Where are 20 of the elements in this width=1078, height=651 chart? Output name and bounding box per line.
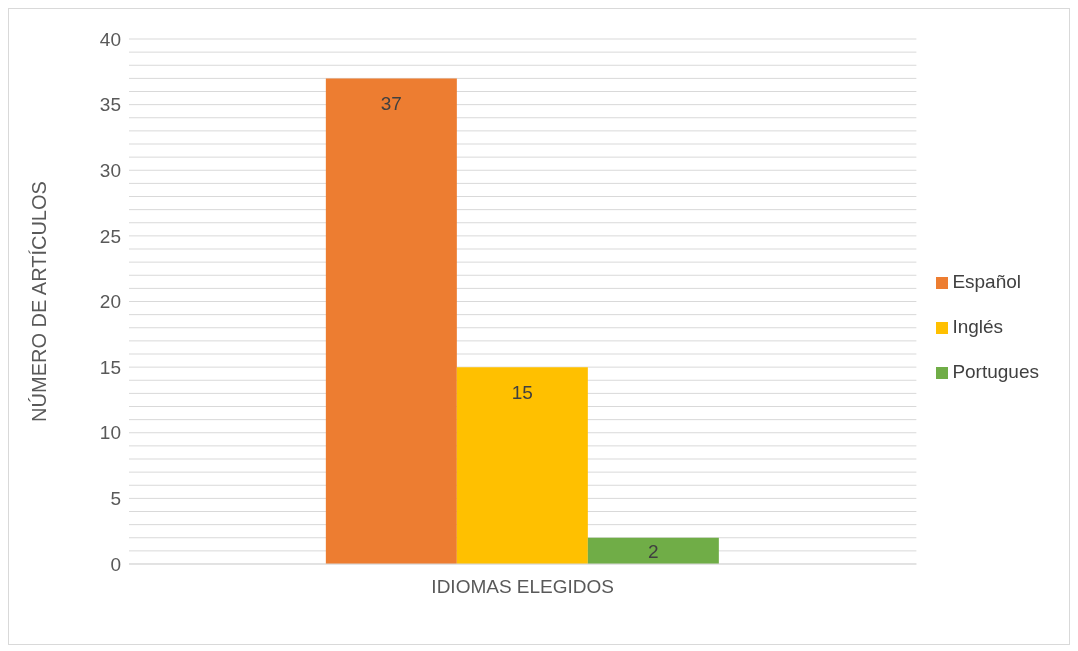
y-tick-label: 35 <box>99 94 121 116</box>
y-tick-label: 10 <box>99 422 121 444</box>
y-tick-label: 30 <box>99 159 121 181</box>
legend-label: Español <box>952 271 1022 292</box>
y-tick-label: 20 <box>99 291 121 313</box>
y-tick-label: 40 <box>99 28 121 50</box>
bar <box>456 367 588 564</box>
bar <box>587 537 719 564</box>
y-tick-label: 5 <box>110 488 121 510</box>
legend-label: Portugues <box>952 361 1039 382</box>
x-tick-label: IDIOMAS ELEGIDOS <box>431 576 615 598</box>
data-label: 37 <box>380 92 402 114</box>
data-label: 15 <box>511 381 533 403</box>
y-tick-label: 25 <box>99 225 121 247</box>
bar <box>325 78 457 564</box>
y-tick-label: 0 <box>110 553 121 575</box>
y-tick-label: 15 <box>99 356 121 378</box>
legend-label: Inglés <box>952 316 1004 337</box>
data-label: 2 <box>648 540 659 562</box>
y-axis-title: NÚMERO DE ARTÍCULOS <box>28 181 51 422</box>
